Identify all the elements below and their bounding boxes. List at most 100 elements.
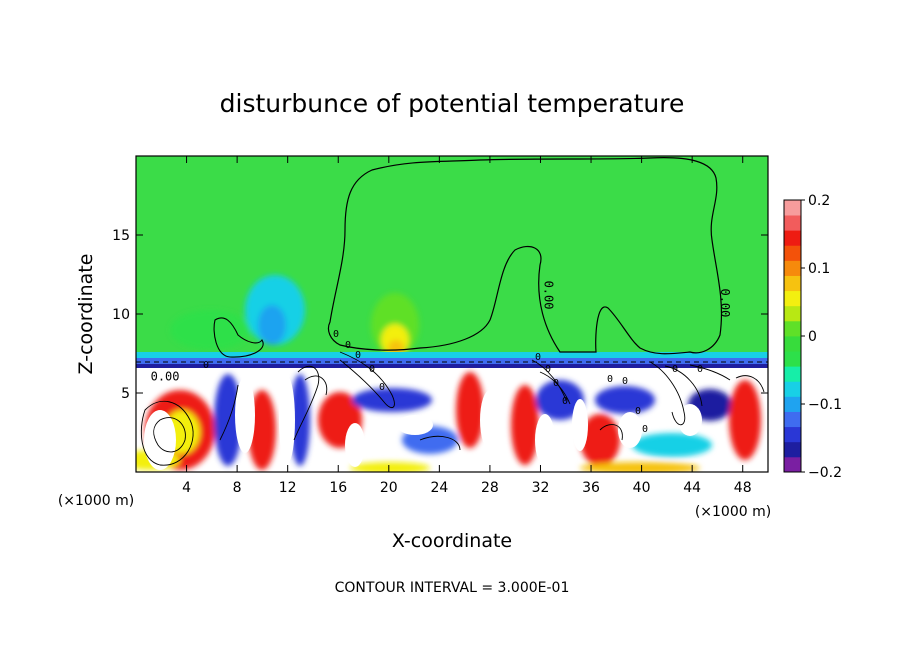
svg-text:0: 0 xyxy=(355,350,361,361)
cool-cell xyxy=(632,433,712,457)
warm-column xyxy=(456,372,484,448)
colorbar-segment xyxy=(784,260,801,276)
warm-patch xyxy=(350,462,430,472)
white-blob xyxy=(678,404,702,436)
warm-column xyxy=(729,380,761,460)
contour-labels: 0.00 0.00 0.00 xyxy=(151,281,733,384)
colorbar-segment xyxy=(784,456,801,473)
white-blob xyxy=(144,410,176,470)
cool-tongue xyxy=(595,386,655,414)
cool-column xyxy=(214,374,242,466)
white-blob xyxy=(618,412,642,448)
weak-patch xyxy=(170,310,250,350)
x-axis-ticks: 4 8 12 16 20 24 28 32 36 40 44 48 xyxy=(182,156,752,496)
x-tick-label: 24 xyxy=(430,480,448,496)
svg-text:0: 0 xyxy=(545,364,551,375)
colorbar-segment xyxy=(784,200,801,216)
svg-text:0: 0 xyxy=(369,364,375,375)
colorbar-tick-label: 0.1 xyxy=(808,261,830,277)
colorbar-segment xyxy=(784,230,801,246)
warm-column xyxy=(511,385,539,465)
contour-label: 0.00 xyxy=(541,281,555,310)
contour-label-marks: 0 0 0 0 0 0 0 0 0 0 0 0 0 0 0 0 xyxy=(203,329,703,435)
contour-interval-note: CONTOUR INTERVAL = 3.000E-01 xyxy=(335,580,570,596)
x-tick-label: 48 xyxy=(734,480,752,496)
colorbar-tick-label: −0.2 xyxy=(808,465,842,481)
x-tick-label: 40 xyxy=(633,480,651,496)
colorbar-segment xyxy=(784,426,801,443)
y-tick-label: 5 xyxy=(121,386,130,402)
white-blob xyxy=(235,377,255,453)
cool-tongue xyxy=(352,388,432,412)
x-unit-right: (×1000 m) xyxy=(695,504,771,520)
colorbar-segment xyxy=(784,396,801,412)
x-tick-label: 16 xyxy=(329,480,347,496)
x-tick-label: 36 xyxy=(582,480,600,496)
inversion-core xyxy=(136,364,768,368)
svg-text:0: 0 xyxy=(697,364,703,375)
x-tick-label: 28 xyxy=(481,480,499,496)
boundary-layer xyxy=(136,368,768,472)
svg-text:0: 0 xyxy=(607,374,613,385)
svg-text:0: 0 xyxy=(379,382,385,393)
zero-contour xyxy=(327,157,723,355)
svg-text:0: 0 xyxy=(333,329,339,340)
white-blob xyxy=(572,399,588,451)
colorbar-segment xyxy=(784,351,801,367)
svg-text:0: 0 xyxy=(553,378,559,389)
boundary-contours xyxy=(140,351,765,466)
x-axis-label: X-coordinate xyxy=(392,530,512,552)
x-tick-label: 20 xyxy=(380,480,398,496)
cool-column xyxy=(290,374,310,466)
y-axis-ticks: 5 10 15 xyxy=(112,228,768,402)
y-tick-label: 15 xyxy=(112,228,130,244)
warm-cell xyxy=(580,414,620,466)
plot-area: 0 0 0 0 0 0 0 0 0 0 0 0 0 0 0 0 0.000.00… xyxy=(136,156,768,472)
colorbar-segment xyxy=(784,320,801,337)
svg-text:0: 0 xyxy=(535,352,541,363)
colorbar-segment xyxy=(784,290,801,307)
colorbar-segment xyxy=(784,366,801,382)
white-blob xyxy=(345,423,365,467)
colorbar-tick-label: 0 xyxy=(808,329,817,345)
colorbar-segment xyxy=(784,275,801,292)
svg-text:0: 0 xyxy=(642,424,648,435)
zero-contour-small xyxy=(213,317,264,358)
x-tick-label: 12 xyxy=(279,480,297,496)
contour-label: 0.00 xyxy=(718,288,732,317)
white-blob xyxy=(535,414,555,466)
svg-text:0: 0 xyxy=(203,360,209,371)
svg-text:0: 0 xyxy=(672,364,678,375)
colorbar-segment xyxy=(784,381,801,397)
colorbar-tick-label: −0.1 xyxy=(808,397,842,413)
white-blob xyxy=(397,415,433,435)
warm-column xyxy=(248,390,276,470)
y-tick-label: 10 xyxy=(112,307,130,323)
chart-title: disturbunce of potential temperature xyxy=(220,89,685,118)
svg-text:0: 0 xyxy=(345,340,351,351)
x-unit-left: (×1000 m) xyxy=(58,493,134,509)
colorbar-segment xyxy=(784,441,801,458)
colorbar-tick-label: 0.2 xyxy=(808,193,830,209)
x-tick-label: 44 xyxy=(683,480,701,496)
colorbar-segment xyxy=(784,336,801,352)
colorbar: 0.2 0.1 0 −0.1 −0.2 xyxy=(783,193,842,481)
white-blob xyxy=(279,376,295,464)
x-tick-label: 32 xyxy=(532,480,550,496)
colorbar-segment xyxy=(784,245,801,261)
x-tick-label: 8 xyxy=(233,480,242,496)
svg-text:0: 0 xyxy=(622,376,628,387)
contour-label: 0.00 xyxy=(151,369,180,383)
svg-text:0: 0 xyxy=(635,406,641,417)
white-blob xyxy=(480,390,500,450)
warm-patch xyxy=(580,462,700,472)
x-tick-label: 4 xyxy=(182,480,191,496)
svg-text:0: 0 xyxy=(562,396,568,407)
inversion-edge xyxy=(136,352,768,358)
colorbar-segment xyxy=(784,215,801,231)
y-axis-label: Z-coordinate xyxy=(75,254,97,375)
cool-cell xyxy=(536,380,584,420)
colorbar-segment xyxy=(784,305,801,322)
cool-core xyxy=(258,305,286,345)
